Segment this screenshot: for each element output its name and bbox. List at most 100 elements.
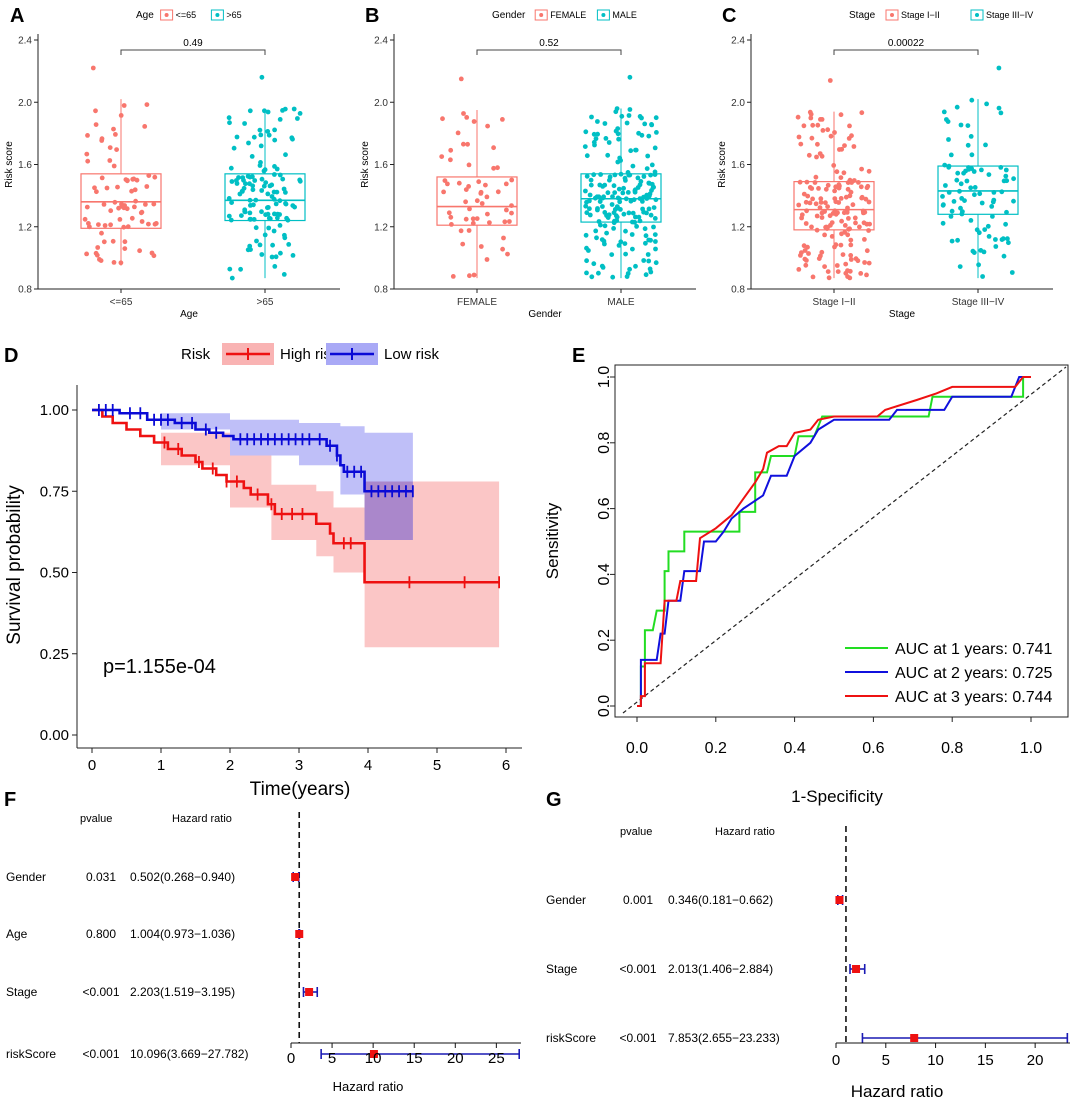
data-point: [1003, 221, 1008, 227]
data-point: [611, 226, 616, 231]
data-point: [99, 136, 105, 142]
data-point: [142, 124, 148, 129]
data-point: [838, 175, 844, 181]
data-point: [805, 244, 810, 250]
data-point: [630, 210, 636, 216]
data-point: [1006, 240, 1011, 246]
data-point: [464, 115, 470, 120]
data-point: [463, 216, 469, 222]
data-point: [1011, 176, 1016, 182]
data-point: [635, 175, 641, 181]
y-tick-label: 2.0: [18, 98, 32, 109]
data-point: [269, 254, 275, 260]
row-pvalue: 0.001: [623, 893, 653, 907]
data-point: [587, 206, 592, 212]
data-point: [969, 97, 975, 103]
data-point: [644, 166, 650, 172]
x-axis-title: 1-Specificity: [791, 787, 883, 806]
data-point: [814, 154, 819, 160]
data-point: [229, 200, 235, 206]
y-tick-label: 0.6: [596, 497, 613, 519]
data-point: [654, 130, 659, 135]
y-tick-label: 2.0: [374, 98, 388, 109]
data-point: [957, 264, 963, 269]
data-point: [446, 210, 452, 216]
y-tick-label: 1.00: [40, 402, 69, 419]
data-point: [618, 171, 624, 177]
data-point: [615, 126, 621, 131]
data-point: [93, 122, 99, 127]
panel-letter-c: C: [722, 5, 736, 27]
data-point: [827, 78, 833, 83]
survival-curve: [92, 408, 500, 584]
legend: Age <=65 >65: [136, 9, 242, 21]
data-point: [856, 180, 861, 185]
data-point: [948, 214, 954, 219]
data-point: [591, 131, 597, 137]
hazard-ratio-point: [291, 873, 300, 881]
x-tick-label: 5: [433, 757, 441, 774]
data-point: [262, 108, 267, 114]
data-point: [801, 191, 807, 197]
data-point: [111, 126, 116, 132]
data-point: [507, 219, 512, 224]
data-point: [810, 122, 816, 128]
row-label: Gender: [6, 870, 46, 884]
data-point: [607, 174, 613, 180]
data-point: [944, 117, 949, 122]
data-point: [849, 133, 854, 139]
data-point: [466, 162, 472, 168]
hazard-ratio-point: [369, 1050, 378, 1058]
data-point: [257, 242, 263, 248]
data-point: [129, 188, 135, 194]
data-point: [618, 158, 623, 163]
data-point: [804, 258, 809, 263]
row-label: riskScore: [6, 1047, 56, 1061]
data-point: [504, 207, 509, 213]
y-tick-label: 1.2: [374, 222, 388, 233]
data-point: [832, 196, 838, 202]
x-tick-label: 0: [287, 1050, 295, 1067]
y-tick-label: 0.25: [40, 646, 69, 663]
data-point: [841, 170, 847, 176]
data-point: [297, 111, 303, 116]
plot-frame: [614, 364, 1069, 718]
data-point: [262, 167, 268, 173]
x-axis-title: Gender: [528, 309, 562, 320]
data-point: [949, 208, 955, 214]
data-point: [501, 235, 506, 241]
x-tick-label: 20: [447, 1050, 464, 1067]
data-point: [842, 223, 848, 228]
data-point: [983, 142, 988, 148]
x-axis-title: Stage: [889, 309, 916, 320]
x-tick-label: 10: [365, 1050, 382, 1067]
data-point: [623, 196, 629, 202]
legend-key-box: [970, 9, 984, 21]
x-tick-label: 0: [832, 1052, 840, 1069]
data-point: [248, 216, 254, 222]
jitter-points: [795, 78, 872, 281]
box-group: [436, 110, 518, 279]
data-point: [265, 109, 271, 115]
data-point: [286, 242, 292, 247]
data-point: [609, 202, 615, 207]
data-point: [646, 206, 652, 212]
data-point: [258, 132, 264, 138]
legend-label-low: Low risk: [384, 346, 440, 363]
x-tick-label: 0.6: [862, 740, 884, 757]
data-point: [478, 244, 484, 249]
legend-key-box: [534, 9, 548, 21]
data-point: [111, 260, 117, 265]
data-point: [112, 199, 118, 205]
legend-key: [534, 9, 548, 21]
data-point: [146, 173, 152, 179]
data-point: [121, 103, 127, 108]
data-point: [814, 213, 820, 219]
diagonal-reference: [622, 366, 1067, 714]
data-point: [632, 219, 638, 225]
data-point: [979, 167, 984, 173]
data-point: [602, 223, 608, 229]
x-tick-label: 1: [157, 757, 165, 774]
forest-row: Gender 0.031 0.502(0.268−0.940): [6, 870, 300, 884]
data-point: [629, 232, 635, 237]
